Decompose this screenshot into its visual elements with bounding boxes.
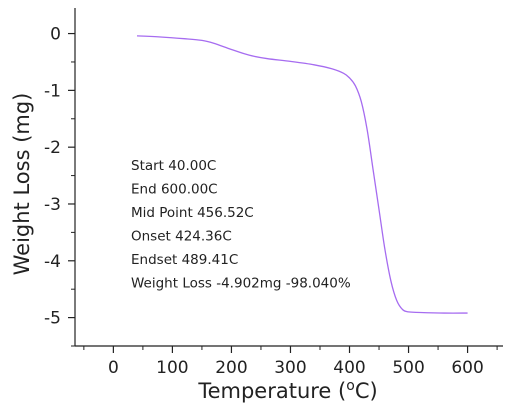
x-tick-label: 600 xyxy=(451,358,483,378)
annotation-line: Onset 424.36C xyxy=(131,229,232,245)
y-tick-label: -3 xyxy=(44,195,61,215)
x-tick-label: 100 xyxy=(156,358,188,378)
x-tick-label: 200 xyxy=(215,358,247,378)
x-axis-title-superscript: o xyxy=(346,378,355,394)
annotation-line: End 600.00C xyxy=(131,182,218,198)
weight-loss-curve xyxy=(136,35,468,314)
x-tick-label: 400 xyxy=(333,358,365,378)
y-ticks: 0 -1 -2 -3 -4 -5 xyxy=(44,25,75,347)
y-axis-title: Weight Loss (mg) xyxy=(10,93,34,276)
y-tick-label: -4 xyxy=(44,252,61,272)
annotation-block: Start 40.00C End 600.00C Mid Point 456.52C… xyxy=(131,158,351,292)
annotation-line: Weight Loss -4.902mg -98.040% xyxy=(131,276,351,292)
y-tick-label: -2 xyxy=(44,138,61,158)
x-axis-title-suffix: C) xyxy=(355,379,378,403)
x-axis-title: Temperature (oC) xyxy=(197,378,377,403)
x-tick-label: 500 xyxy=(392,358,424,378)
y-tick-label: -5 xyxy=(44,309,61,329)
y-tick-label: -1 xyxy=(44,81,61,101)
x-tick-label: 300 xyxy=(274,358,306,378)
annotation-line: Start 40.00C xyxy=(131,158,216,174)
x-tick-label: 0 xyxy=(108,358,119,378)
axes xyxy=(74,8,503,347)
annotation-line: Mid Point 456.52C xyxy=(131,205,254,221)
y-tick-label: 0 xyxy=(50,25,61,45)
x-ticks: 0 100 200 300 400 500 600 xyxy=(83,346,498,378)
plot-series xyxy=(136,35,468,314)
annotation-line: Endset 489.41C xyxy=(131,252,238,268)
